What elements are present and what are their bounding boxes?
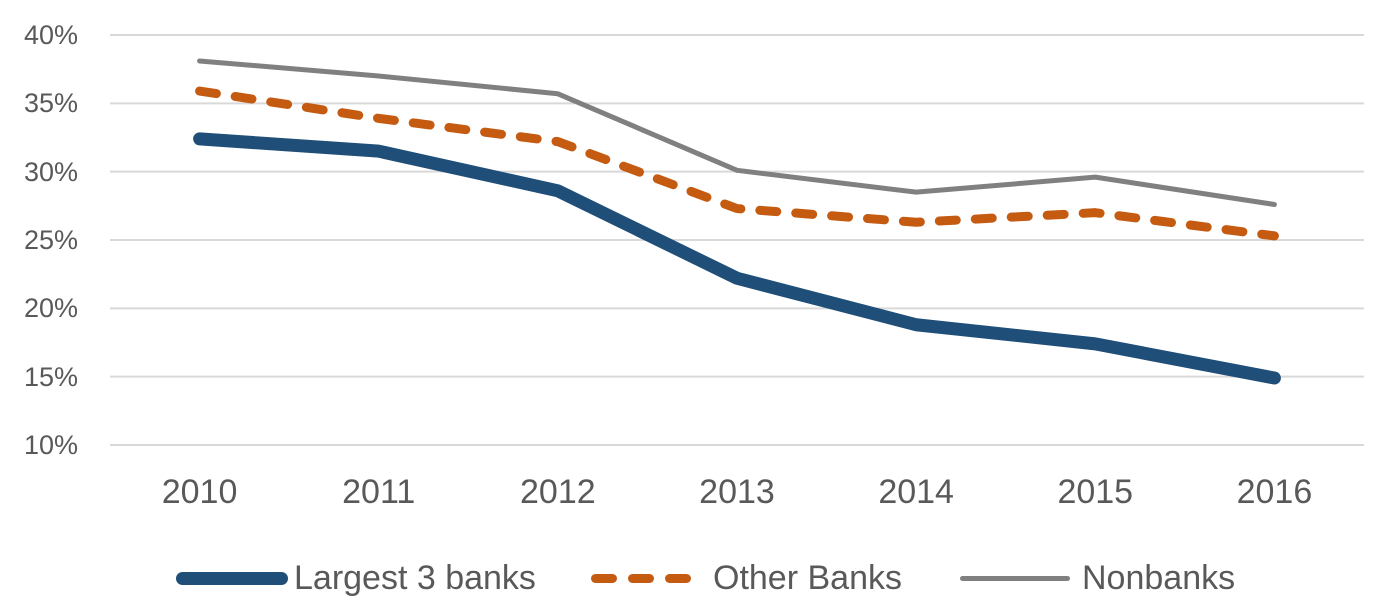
legend-swatch-nonbanks-line bbox=[960, 575, 1070, 581]
legend-item-largest-3-banks: Largest 3 banks bbox=[176, 556, 536, 600]
legend-label-largest-3-banks: Largest 3 banks bbox=[294, 558, 536, 597]
y-tick-label: 35% bbox=[23, 88, 78, 119]
legend-swatch-other-banks-dashed-line bbox=[591, 573, 691, 583]
series-line-largest-3-banks bbox=[193, 132, 1281, 385]
x-axis-labels: 2010 2011 2012 2013 2014 2015 2016 bbox=[0, 472, 1376, 512]
x-tick-label: 2014 bbox=[878, 473, 954, 511]
legend-item-nonbanks: Nonbanks bbox=[960, 556, 1235, 600]
legend: Largest 3 banks Other Banks Nonbanks bbox=[0, 556, 1376, 600]
legend-label-nonbanks: Nonbanks bbox=[1082, 558, 1236, 597]
x-tick-label: 2013 bbox=[699, 473, 775, 511]
thin-line-swatch-icon bbox=[960, 575, 1070, 581]
y-tick-label: 15% bbox=[23, 361, 78, 392]
y-tick-label: 40% bbox=[23, 20, 78, 50]
series-line-nonbanks bbox=[197, 58, 1277, 207]
y-tick-label: 25% bbox=[23, 225, 78, 255]
x-tick-label: 2016 bbox=[1236, 473, 1313, 511]
y-tick-label: 10% bbox=[23, 430, 78, 460]
x-tick-label: 2015 bbox=[1057, 473, 1134, 511]
legend-item-other-banks: Other Banks bbox=[591, 556, 902, 600]
y-tick-label: 20% bbox=[23, 293, 78, 324]
dashed-line-swatch-icon bbox=[591, 573, 691, 583]
legend-label-other-banks: Other Banks bbox=[713, 558, 902, 597]
series-line-other-banks bbox=[195, 86, 1279, 241]
x-tick-label: 2011 bbox=[342, 473, 416, 511]
x-tick-label: 2012 bbox=[520, 473, 596, 511]
y-axis-labels: 40% 35% 30% 25% 20% 15% 10% bbox=[0, 0, 78, 470]
x-tick-label: 2010 bbox=[161, 473, 238, 511]
legend-swatch-largest-3-banks-line bbox=[176, 571, 288, 585]
thick-line-swatch-icon bbox=[176, 571, 288, 585]
y-tick-label: 30% bbox=[23, 156, 78, 187]
